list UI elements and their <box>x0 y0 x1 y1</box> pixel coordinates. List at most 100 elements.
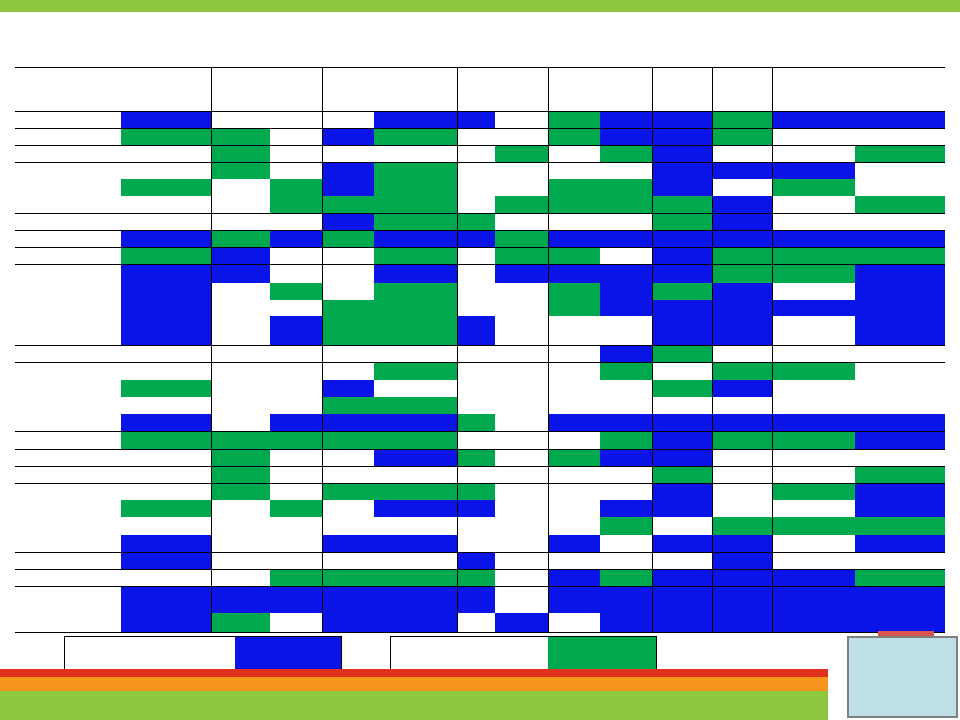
row-divider <box>15 569 945 570</box>
grid-cell-20-9 <box>652 466 712 483</box>
grid-cell-18-2 <box>270 431 322 449</box>
grid-cell-18-0 <box>121 431 211 449</box>
grid-cell-4-7 <box>548 179 600 196</box>
grid-cell-7-2 <box>270 230 322 247</box>
grid-cell-3-3 <box>322 162 374 179</box>
grid-cell-17-8 <box>600 414 652 431</box>
grid-cell-18-12 <box>855 431 945 449</box>
grid-cell-24-4 <box>374 535 457 552</box>
grid-cell-6-4 <box>374 213 457 230</box>
grid-cell-27-8 <box>600 586 652 613</box>
grid-cell-26-7 <box>548 569 600 586</box>
grid-cell-17-12 <box>855 414 945 431</box>
grid-cell-17-5 <box>457 414 495 431</box>
grid-cell-2-12 <box>855 145 945 162</box>
grid-cell-25-10 <box>712 552 772 569</box>
grid-cell-4-4 <box>374 179 457 196</box>
grid-cell-0-5 <box>457 111 495 128</box>
grid-cell-1-7 <box>548 128 600 145</box>
grid-cell-8-1 <box>211 247 270 264</box>
grid-cell-11-9 <box>652 300 712 316</box>
grid-cell-17-7 <box>548 414 600 431</box>
grid-cell-17-0 <box>121 414 211 431</box>
grid-cell-11-11 <box>772 300 855 316</box>
grid-cell-7-8 <box>600 230 652 247</box>
grid-cell-10-0 <box>121 283 211 300</box>
grid-cell-3-11 <box>772 162 855 179</box>
grid-cell-24-9 <box>652 535 712 552</box>
grid-cell-11-8 <box>600 300 652 316</box>
row-divider <box>15 213 945 214</box>
grid-cell-4-0 <box>121 179 211 196</box>
grid-cell-9-9 <box>652 264 712 283</box>
grid-cell-8-10 <box>712 247 772 264</box>
corner-widget[interactable] <box>847 636 958 718</box>
grid-cell-24-0 <box>121 535 211 552</box>
grid-cell-5-6 <box>495 196 548 213</box>
grid-cell-13-9 <box>652 345 712 362</box>
grid-cell-26-8 <box>600 569 652 586</box>
grid-cell-3-1 <box>211 162 270 179</box>
grid-cell-24-12 <box>855 535 945 552</box>
grid-cell-7-7 <box>548 230 600 247</box>
column-divider <box>211 67 212 632</box>
grid-cell-10-9 <box>652 283 712 300</box>
grid-cell-21-9 <box>652 483 712 500</box>
grid-cell-22-8 <box>600 500 652 517</box>
row-divider <box>15 145 945 146</box>
grid-cell-28-1 <box>211 613 270 632</box>
grid-cell-27-5 <box>457 586 495 613</box>
grid-cell-10-7 <box>548 283 600 300</box>
grid-cell-28-3 <box>322 613 374 632</box>
grid-cell-12-4 <box>374 316 457 345</box>
grid-cell-7-6 <box>495 230 548 247</box>
row-divider <box>15 483 945 484</box>
grid-cell-11-10 <box>712 300 772 316</box>
grid-cell-27-9 <box>652 586 712 613</box>
grid-cell-6-9 <box>652 213 712 230</box>
grid-cell-20-1 <box>211 466 270 483</box>
grid-cell-7-5 <box>457 230 495 247</box>
grid-cell-1-10 <box>712 128 772 145</box>
grid-cell-6-3 <box>322 213 374 230</box>
row-divider <box>15 552 945 553</box>
grid-cell-10-12 <box>855 283 945 300</box>
grid-cell-12-9 <box>652 316 712 345</box>
column-divider <box>548 67 549 632</box>
grid-cell-14-11 <box>772 362 855 380</box>
grid-cell-17-2 <box>270 414 322 431</box>
grid-cell-18-3 <box>322 431 374 449</box>
grid-cell-22-5 <box>457 500 495 517</box>
grid-cell-6-10 <box>712 213 772 230</box>
grid-cell-4-8 <box>600 179 652 196</box>
grid-cell-8-6 <box>495 247 548 264</box>
grid-cell-17-10 <box>712 414 772 431</box>
grid-cell-15-10 <box>712 380 772 397</box>
bottom-red-stripe <box>0 669 828 677</box>
row-divider <box>15 230 945 231</box>
grid-cell-25-0 <box>121 552 211 569</box>
grid-cell-9-11 <box>772 264 855 283</box>
grid-cell-27-4 <box>374 586 457 613</box>
grid-cell-3-9 <box>652 162 712 179</box>
grid-cell-9-8 <box>600 264 652 283</box>
grid-cell-11-7 <box>548 300 600 316</box>
grid-cell-22-4 <box>374 500 457 517</box>
corner-tab <box>878 631 934 638</box>
grid-cell-19-4 <box>374 449 457 466</box>
grid-cell-27-7 <box>548 586 600 613</box>
grid-cell-7-9 <box>652 230 712 247</box>
grid-cell-1-4 <box>374 128 457 145</box>
grid-cell-7-3 <box>322 230 374 247</box>
grid-cell-21-5 <box>457 483 495 500</box>
grid-cell-9-1 <box>211 264 270 283</box>
grid-cell-23-8 <box>600 517 652 535</box>
grid-cell-3-4 <box>374 162 457 179</box>
grid-cell-26-5 <box>457 569 495 586</box>
row-divider <box>15 264 945 265</box>
grid-cell-5-12 <box>855 196 945 213</box>
grid-cell-28-4 <box>374 613 457 632</box>
grid-cell-7-11 <box>772 230 855 247</box>
row-divider <box>15 67 945 68</box>
